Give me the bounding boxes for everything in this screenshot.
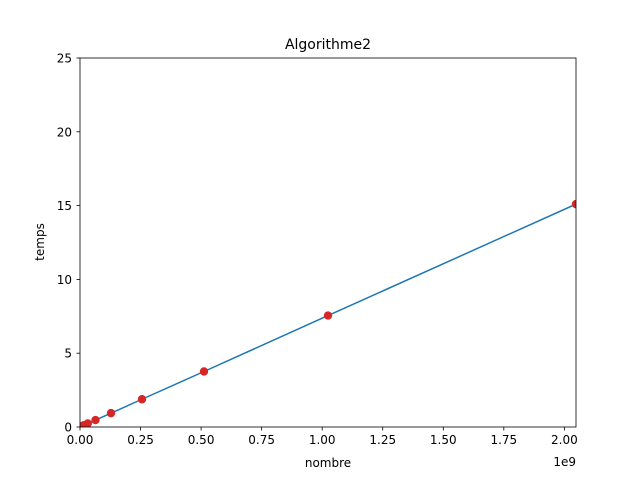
y-tick-label: 20 xyxy=(57,125,72,139)
y-axis-label: temps xyxy=(33,223,47,261)
x-tick-label: 1.50 xyxy=(430,433,457,447)
data-point xyxy=(199,367,209,376)
data-point xyxy=(323,311,333,320)
data-point xyxy=(91,415,100,425)
x-axis-offset-text: 1e9 xyxy=(553,455,576,469)
y-tick-label: 10 xyxy=(57,273,72,287)
x-tick-label: 1.00 xyxy=(309,433,336,447)
x-axis-ticks: 0.00 0.25 0.50 0.75 1.00 1.25 1.50 1.75 2.00 xyxy=(67,427,578,447)
x-axis-label: nombre xyxy=(305,456,351,470)
y-tick-label: 25 xyxy=(57,52,72,66)
data-point xyxy=(571,199,576,209)
x-tick-label: 1.75 xyxy=(490,433,517,447)
y-tick-label: 0 xyxy=(64,421,72,435)
axes-frame xyxy=(79,57,577,428)
x-tick-label: 0.50 xyxy=(188,433,215,447)
x-tick-label: 2.00 xyxy=(551,433,578,447)
data-point xyxy=(83,419,92,427)
x-tick-label: 0.00 xyxy=(67,433,94,447)
data-point xyxy=(137,395,147,404)
y-axis-ticks: 0 5 10 15 20 25 xyxy=(57,52,80,435)
data-point xyxy=(106,408,116,418)
x-tick-label: 0.25 xyxy=(127,433,154,447)
y-tick-label: 15 xyxy=(57,199,72,213)
chart-title: Algorithme2 xyxy=(285,37,371,53)
x-tick-label: 1.25 xyxy=(369,433,396,447)
y-tick-label: 5 xyxy=(64,347,72,361)
x-tick-label: 0.75 xyxy=(248,433,275,447)
